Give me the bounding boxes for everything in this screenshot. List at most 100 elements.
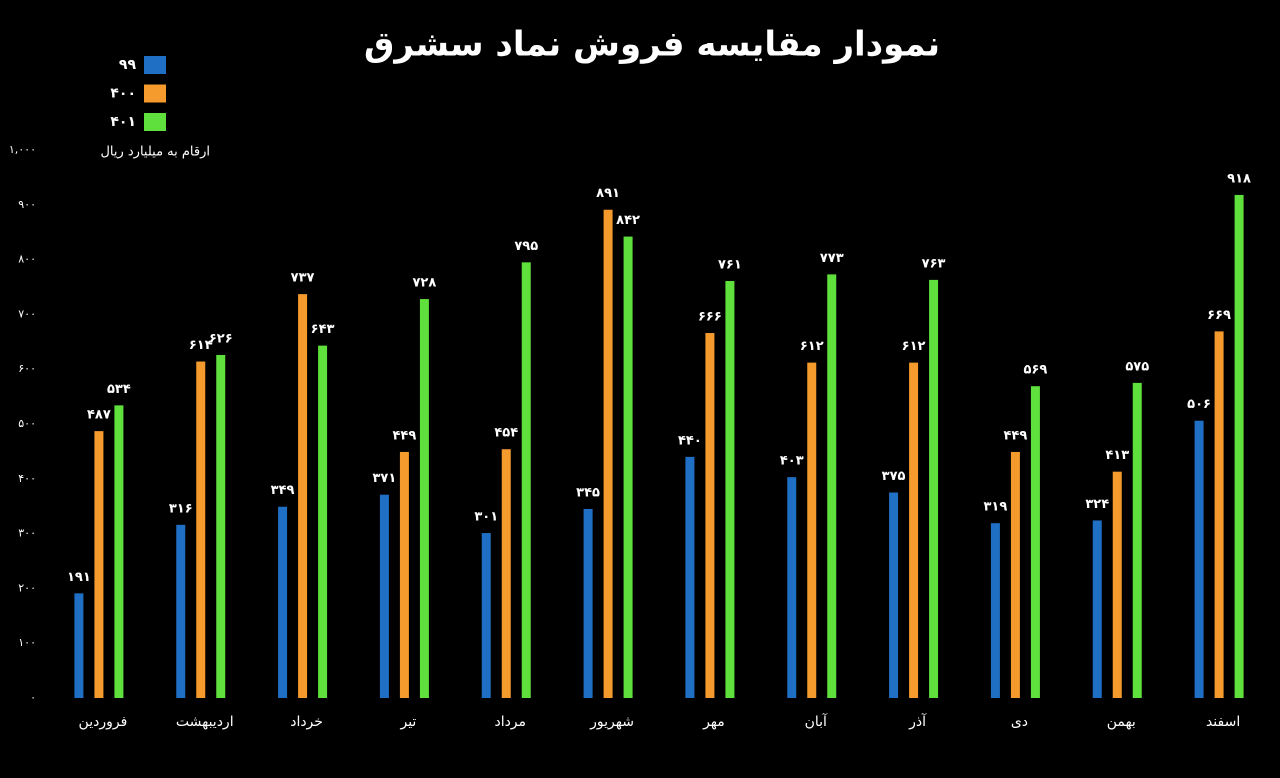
legend-label: ۹۹ xyxy=(119,57,137,73)
y-tick-label: ۵۰۰ xyxy=(18,417,36,430)
legend-label: ۴۰۰ xyxy=(110,86,136,102)
bar xyxy=(481,533,491,698)
value-label: ۷۶۱ xyxy=(718,257,742,272)
x-tick-label: بهمن xyxy=(1107,714,1136,730)
x-tick-label: فروردین xyxy=(79,714,128,730)
bar xyxy=(787,477,797,698)
value-label: ۸۴۲ xyxy=(616,213,640,228)
value-label: ۶۱۲ xyxy=(902,339,926,354)
bar xyxy=(685,456,695,698)
value-label: ۵۳۴ xyxy=(107,382,131,397)
bar xyxy=(521,262,531,698)
value-label: ۷۹۵ xyxy=(514,239,538,254)
bar xyxy=(1194,420,1204,698)
legend-label: ۴۰۱ xyxy=(110,114,136,130)
value-label: ۱۹۱ xyxy=(67,570,91,585)
bar xyxy=(725,280,735,698)
bar xyxy=(318,345,328,698)
y-tick-label: ۷۰۰ xyxy=(18,307,36,320)
value-label: ۸۹۱ xyxy=(596,186,620,201)
bar xyxy=(298,294,308,698)
value-label: ۴۸۷ xyxy=(87,408,111,423)
bar xyxy=(399,451,409,698)
y-tick-label: ۱۰۰ xyxy=(18,636,36,649)
value-label: ۴۰۳ xyxy=(780,454,804,469)
y-tick-label: ۴۰۰ xyxy=(18,472,36,485)
value-label: ۳۷۱ xyxy=(373,471,397,486)
x-tick-label: خرداد xyxy=(290,714,323,730)
bar xyxy=(827,274,837,698)
value-label: ۴۴۰ xyxy=(678,433,702,448)
value-label: ۷۶۳ xyxy=(922,256,946,271)
bar xyxy=(74,593,84,698)
legend-swatch xyxy=(144,84,166,103)
bar xyxy=(1030,386,1040,698)
value-label: ۳۷۵ xyxy=(882,469,906,484)
value-label: ۷۲۸ xyxy=(413,276,437,291)
x-tick-label: مرداد xyxy=(494,714,526,730)
y-tick-label: ۶۰۰ xyxy=(18,362,36,375)
x-tick-label: مهر xyxy=(702,714,725,730)
y-tick-label: ۲۰۰ xyxy=(18,581,36,594)
bar xyxy=(114,405,124,698)
value-label: ۶۲۶ xyxy=(209,331,233,346)
value-label: ۳۰۱ xyxy=(474,510,498,525)
value-label: ۳۱۶ xyxy=(169,501,193,516)
y-tick-label: ۰ xyxy=(30,691,36,704)
bar xyxy=(889,492,899,698)
bar xyxy=(176,524,186,698)
bar xyxy=(379,494,389,698)
legend-swatch xyxy=(144,113,166,131)
bar xyxy=(501,449,511,698)
bar xyxy=(216,354,226,698)
bar xyxy=(623,236,633,699)
x-tick-label: شهریور xyxy=(589,714,634,730)
bar xyxy=(1132,382,1142,698)
value-label: ۵۶۹ xyxy=(1024,363,1048,378)
value-label: ۵۰۶ xyxy=(1187,397,1211,412)
bar xyxy=(1234,194,1244,698)
value-label: ۷۷۳ xyxy=(820,251,844,266)
bar xyxy=(1112,471,1122,698)
value-label: ۶۶۶ xyxy=(698,310,722,325)
bar xyxy=(1092,520,1102,698)
y-tick-label: ۹۰۰ xyxy=(18,198,36,211)
value-label: ۳۴۵ xyxy=(576,485,600,500)
bar xyxy=(1010,451,1020,698)
x-tick-label: اردیبهشت xyxy=(176,714,234,730)
bar xyxy=(603,209,613,698)
bar xyxy=(929,279,939,698)
chart-title: نمودار مقایسه فروش نماد سشرق xyxy=(364,25,940,65)
bar xyxy=(705,333,715,698)
value-label: ۴۴۹ xyxy=(393,428,417,443)
value-label: ۴۴۹ xyxy=(1004,428,1028,443)
value-label: ۳۲۴ xyxy=(1085,497,1109,512)
value-label: ۹۱۸ xyxy=(1227,171,1251,186)
value-label: ۶۶۹ xyxy=(1207,308,1231,323)
y-tick-label: ۸۰۰ xyxy=(18,253,36,266)
value-label: ۶۱۲ xyxy=(800,339,824,354)
legend-swatch xyxy=(144,56,166,74)
value-label: ۵۷۵ xyxy=(1125,359,1149,374)
value-label: ۶۱۴ xyxy=(189,338,213,353)
x-tick-label: اسفند xyxy=(1206,714,1240,730)
value-label: ۶۴۳ xyxy=(311,322,335,337)
bar xyxy=(278,506,288,698)
value-label: ۴۱۳ xyxy=(1105,448,1129,463)
x-tick-label: دی xyxy=(1011,714,1028,730)
y-tick-label: ۳۰۰ xyxy=(18,527,36,540)
y-tick-label: ۱,۰۰۰ xyxy=(9,143,36,156)
value-label: ۷۳۷ xyxy=(291,271,315,286)
bar xyxy=(807,362,817,698)
x-tick-label: آبان xyxy=(805,713,828,730)
value-label: ۳۱۹ xyxy=(984,500,1008,515)
subtitle: ارقام به میلیارد ریال xyxy=(100,145,210,160)
bar xyxy=(94,431,104,698)
bar xyxy=(583,508,593,698)
bar xyxy=(196,361,206,698)
x-tick-label: تیر xyxy=(399,714,416,730)
value-label: ۴۵۴ xyxy=(494,426,518,441)
bar xyxy=(909,362,919,698)
x-tick-label: آذر xyxy=(908,713,927,730)
